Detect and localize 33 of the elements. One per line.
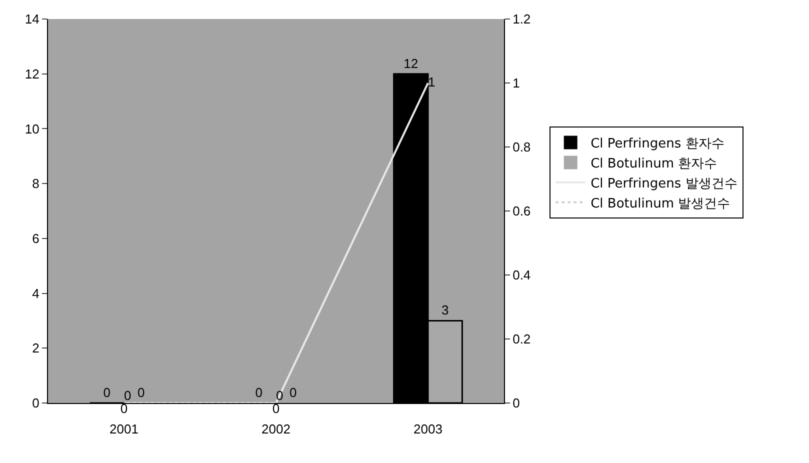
y-tick-label: 0 [32, 396, 40, 411]
legend-label: Cl Botulinum 발생건수 [590, 196, 730, 212]
data-label: 0 [276, 388, 284, 403]
legend-label: Cl Botulinum 환자수 [590, 156, 718, 172]
data-label: 0 [272, 400, 280, 416]
y-tick-label: 12 [24, 66, 40, 82]
data-label: 0 [255, 385, 263, 400]
y-tick-label: 4 [32, 286, 40, 301]
y2-tick-label: 1 [512, 76, 520, 91]
y-tick-label: 10 [24, 121, 40, 136]
data-label: 12 [404, 56, 418, 71]
x-tick-label: 2001 [110, 422, 138, 437]
legend-label: Cl Perfringens 환자수 [590, 136, 724, 152]
y2-tick-label: 0.8 [512, 140, 531, 155]
data-label: 0 [289, 385, 297, 400]
x-tick-label: 2002 [262, 422, 290, 437]
y2-tick-label: 0.6 [512, 204, 531, 219]
legend-label: Cl Perfringens 발생건수 [590, 176, 738, 192]
data-label: 0 [124, 388, 132, 403]
y-tick-label: 8 [32, 176, 40, 192]
y-tick-label: 6 [32, 230, 40, 246]
data-label: 0 [103, 385, 111, 400]
y2-tick-label: 0 [512, 396, 520, 411]
data-label: 1 [428, 74, 436, 90]
y2-tick-label: 1.2 [512, 12, 531, 27]
y-tick-label: 2 [32, 340, 40, 356]
data-label: 0 [120, 400, 128, 416]
data-label: 0 [137, 385, 145, 400]
y2-tick-label: 0.4 [512, 268, 531, 283]
x-tick-label: 2003 [414, 422, 442, 437]
y2-tick-label: 0.2 [512, 332, 531, 347]
data-label: 3 [441, 302, 449, 318]
y-tick-label: 14 [24, 12, 40, 27]
